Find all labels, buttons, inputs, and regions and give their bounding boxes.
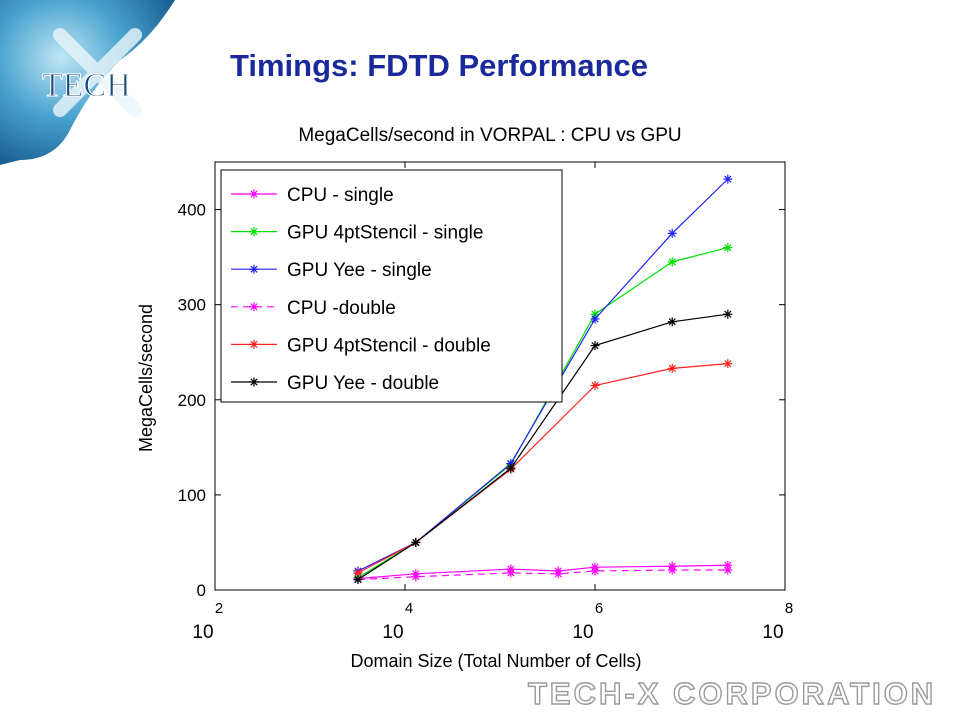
legend-label: GPU 4ptStencil - single — [287, 223, 483, 244]
legend-label: CPU -double — [287, 298, 396, 319]
data-point — [411, 537, 421, 547]
y-tick-label: 300 — [178, 296, 206, 315]
data-point — [506, 568, 516, 578]
x-tick-label-exponent: 2 — [215, 600, 223, 617]
data-point — [553, 569, 563, 579]
data-point — [667, 565, 677, 575]
series-line — [357, 313, 728, 581]
legend-label: GPU Yee - double — [287, 373, 439, 394]
x-tick-label-base: 10 — [382, 622, 403, 643]
legend-marker — [249, 339, 259, 349]
y-tick-label: 0 — [197, 581, 206, 600]
data-point — [667, 257, 677, 267]
plot-area — [214, 161, 786, 591]
legend-label: GPU 4ptStencil - double — [287, 335, 491, 356]
y-axis-label: MegaCells/second — [136, 304, 156, 452]
legend-item: CPU - single — [231, 185, 394, 206]
chart-title: MegaCells/second in VORPAL : CPU vs GPU — [298, 125, 681, 146]
legend-item: GPU 4ptStencil - single — [231, 223, 483, 244]
data-point — [723, 565, 733, 575]
data-point — [353, 575, 363, 585]
logo-text: TECH — [42, 67, 131, 104]
data-point — [667, 363, 677, 373]
data-point — [723, 309, 733, 319]
series-3 — [353, 565, 733, 585]
data-point — [590, 341, 600, 351]
data-point — [723, 359, 733, 369]
legend-marker — [249, 189, 259, 199]
x-tick-label-base: 10 — [192, 622, 213, 643]
data-point — [723, 174, 733, 184]
legend-label: GPU Yee - single — [287, 260, 432, 281]
y-tick-label: 100 — [178, 486, 206, 505]
legend-marker — [249, 264, 259, 274]
series-0 — [353, 560, 733, 584]
legend-label: CPU - single — [287, 185, 394, 206]
legend-item: GPU 4ptStencil - double — [231, 335, 491, 356]
x-tick-label-exponent: 8 — [785, 600, 793, 617]
series-line — [357, 363, 728, 574]
x-tick-label-exponent: 6 — [595, 600, 603, 617]
data-point — [411, 572, 421, 582]
legend-box — [220, 169, 563, 403]
x-tick-label-base: 10 — [762, 622, 783, 643]
x-tick-label-base: 10 — [572, 622, 593, 643]
data-point — [723, 243, 733, 253]
data-point — [590, 381, 600, 391]
data-point — [506, 463, 516, 473]
legend-marker — [249, 302, 259, 312]
series-5 — [353, 309, 733, 585]
data-point — [590, 314, 600, 324]
legend-marker — [249, 377, 259, 387]
slide-title: Timings: FDTD Performance — [230, 48, 649, 83]
x-tick-label-exponent: 4 — [405, 600, 413, 617]
data-point — [667, 228, 677, 238]
legend: CPU - single GPU 4ptStencil - single GPU Y… — [220, 169, 563, 403]
legend-marker — [249, 227, 259, 237]
y-tick-label: 200 — [178, 391, 206, 410]
legend-item: GPU Yee - single — [231, 260, 432, 281]
corporation-footer: TECH-X CORPORATION — [527, 675, 937, 711]
legend-item: CPU -double — [231, 298, 396, 319]
legend-item: GPU Yee - double — [231, 373, 439, 394]
y-tick-label: 400 — [178, 201, 206, 220]
data-point — [590, 566, 600, 576]
data-point — [667, 317, 677, 327]
tech-x-logo: TECH — [0, 0, 175, 165]
x-axis-label: Domain Size (Total Number of Cells) — [350, 651, 641, 671]
